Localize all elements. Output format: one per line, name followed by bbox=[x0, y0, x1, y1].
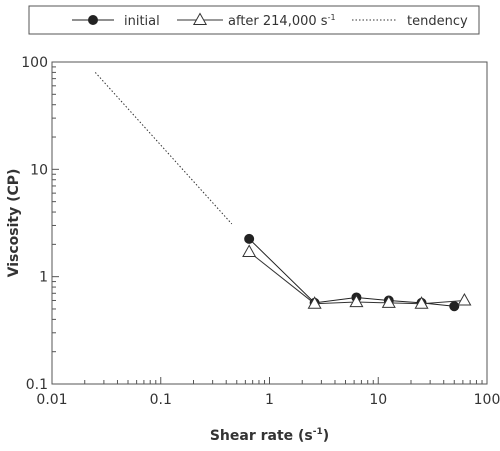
series-line bbox=[94, 72, 233, 225]
data-point-triangle bbox=[457, 292, 472, 306]
x-axis-title-superscript: -1 bbox=[313, 427, 323, 437]
y-tick-label: 1 bbox=[39, 270, 48, 286]
series-line bbox=[248, 251, 465, 305]
plot-frame bbox=[51, 61, 488, 385]
data-point-circle bbox=[449, 301, 460, 312]
axis-labels: Shear rate (s-1) Viscosity (CP) bbox=[6, 169, 329, 444]
data-point-triangle bbox=[307, 296, 322, 309]
series-0 bbox=[244, 233, 460, 312]
x-tick-label: 0.1 bbox=[150, 392, 172, 408]
series-1 bbox=[242, 244, 472, 309]
legend-label-after-superscript: -1 bbox=[328, 13, 336, 22]
series-2 bbox=[94, 72, 233, 225]
x-axis-title: Shear rate (s-1) bbox=[210, 427, 329, 444]
legend-label-after: after 214,000 s-1 bbox=[228, 13, 336, 29]
y-tick-label: 100 bbox=[21, 55, 48, 71]
y-tick-label: 0.1 bbox=[26, 377, 48, 393]
legend-label-tendency: tendency bbox=[407, 14, 468, 29]
x-tick-label: 1 bbox=[265, 392, 274, 408]
data-point-triangle bbox=[192, 12, 208, 26]
data-point-triangle bbox=[349, 294, 364, 308]
legend-label-initial: initial bbox=[124, 14, 160, 29]
x-axis-title-text: Shear rate (s bbox=[210, 428, 313, 444]
data-point-circle bbox=[88, 15, 98, 25]
y-axis-title: Viscosity (CP) bbox=[6, 169, 22, 278]
x-tick-label: 10 bbox=[369, 392, 387, 408]
data-point-triangle bbox=[381, 295, 396, 308]
x-axis-title-close: ) bbox=[323, 428, 329, 444]
x-tick-label: 100 bbox=[474, 392, 500, 408]
legend-label-after-text: after 214,000 s bbox=[228, 14, 328, 29]
data-point-circle bbox=[244, 233, 255, 244]
legend: initial after 214,000 s-1 tendency bbox=[28, 5, 480, 35]
x-tick-label: 0.01 bbox=[36, 392, 67, 408]
y-tick-label: 10 bbox=[30, 162, 48, 178]
data-point-triangle bbox=[242, 244, 257, 257]
series bbox=[94, 72, 472, 312]
data-point-triangle bbox=[414, 296, 429, 309]
